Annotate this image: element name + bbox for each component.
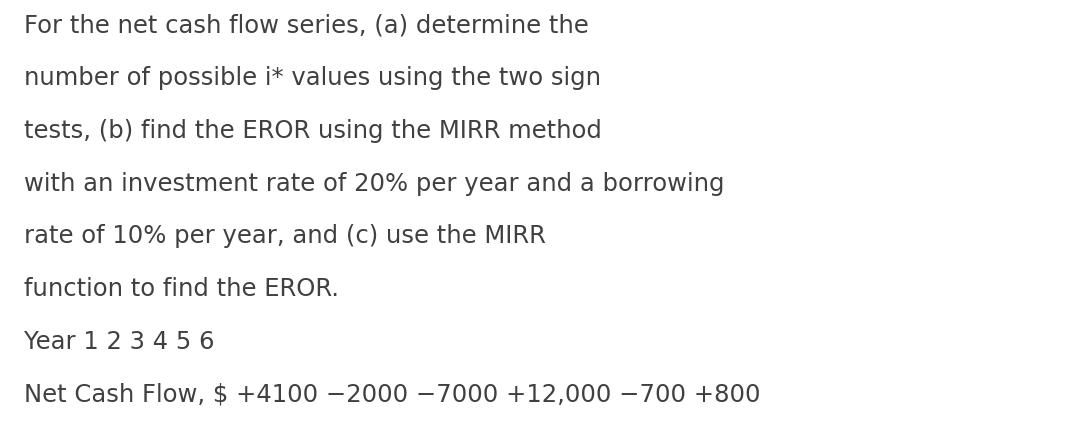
- Text: rate of 10% per year, and (c) use the MIRR: rate of 10% per year, and (c) use the MI…: [24, 224, 545, 249]
- Text: with an investment rate of 20% per year and a borrowing: with an investment rate of 20% per year …: [24, 172, 724, 196]
- Text: Net Cash Flow, $ +4100 −2000 −7000 +12,000 −700 +800: Net Cash Flow, $ +4100 −2000 −7000 +12,0…: [24, 383, 760, 407]
- Text: Year 1 2 3 4 5 6: Year 1 2 3 4 5 6: [24, 330, 215, 354]
- Text: For the net cash flow series, (a) determine the: For the net cash flow series, (a) determ…: [24, 13, 588, 38]
- Text: number of possible i* values using the two sign: number of possible i* values using the t…: [24, 66, 601, 90]
- Text: function to find the EROR.: function to find the EROR.: [24, 277, 339, 301]
- Text: tests, (b) find the EROR using the MIRR method: tests, (b) find the EROR using the MIRR …: [24, 119, 602, 143]
